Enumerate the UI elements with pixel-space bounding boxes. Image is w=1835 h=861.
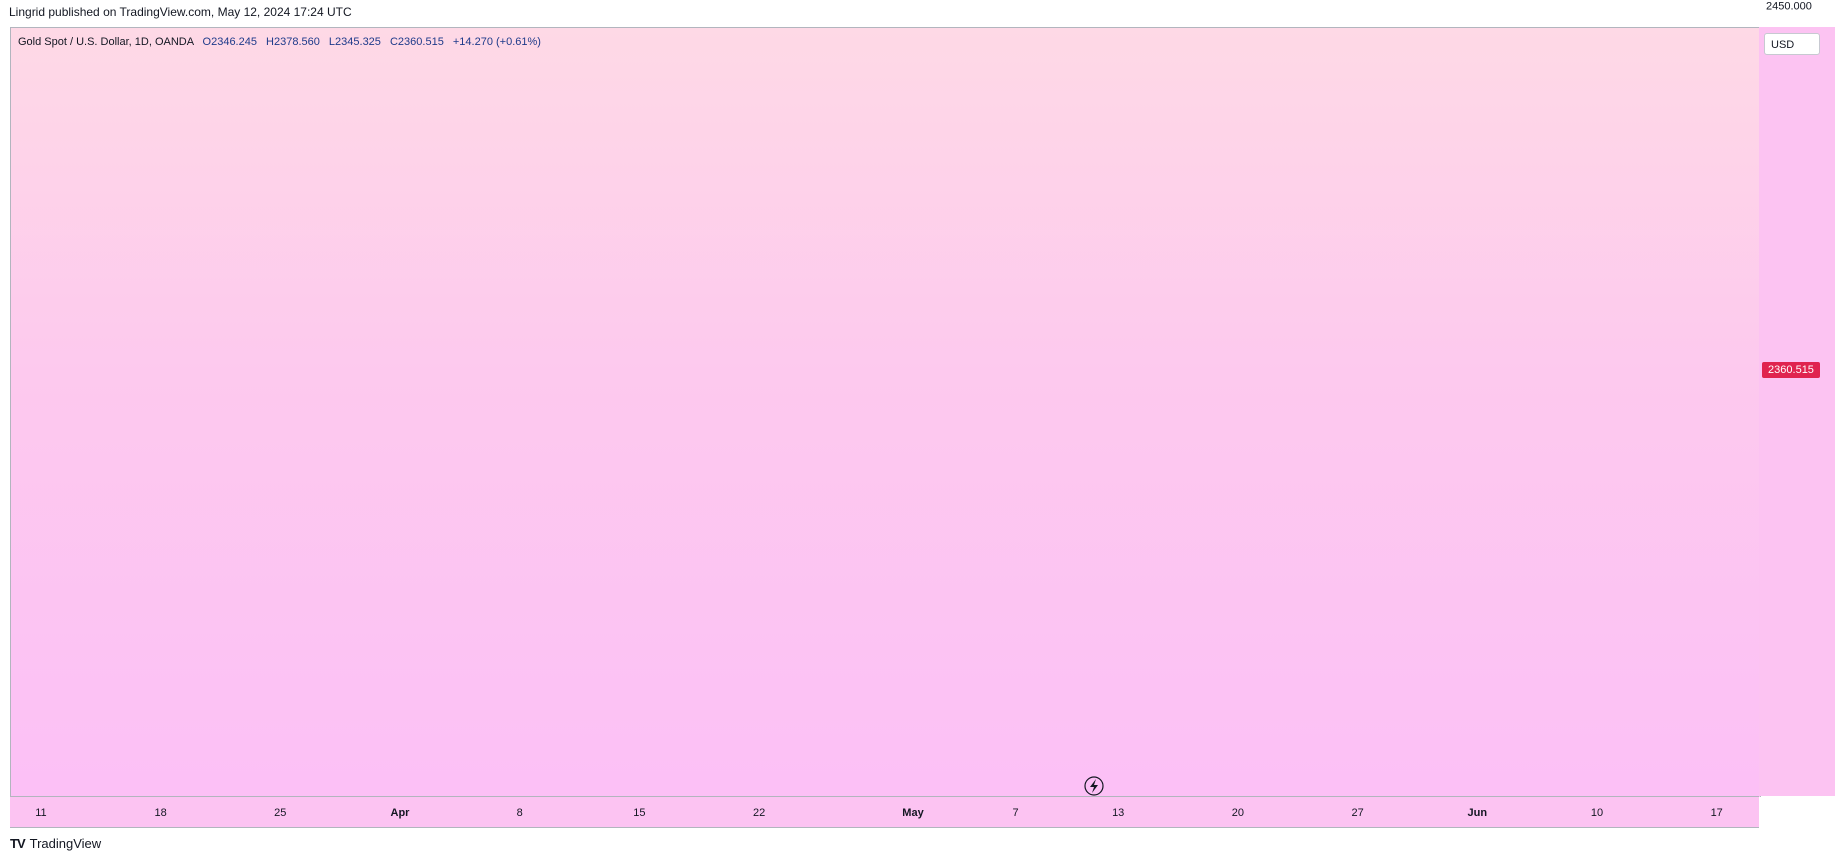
footer-brand: TradingView	[29, 836, 102, 851]
legend-low: L2345.325	[328, 36, 381, 48]
time-tick-label: 20	[1232, 807, 1244, 819]
symbol-legend: Gold Spot / U.S. Dollar, 1D, OANDA O2346…	[18, 36, 541, 48]
time-tick-label: 18	[154, 807, 166, 819]
price-axis[interactable]	[1759, 27, 1835, 796]
legend-change: +14.270 (+0.61%)	[452, 36, 541, 48]
time-tick-label: May	[902, 807, 924, 819]
symbol-name: Gold Spot / U.S. Dollar, 1D, OANDA	[18, 36, 194, 48]
time-tick-label: 25	[274, 807, 286, 819]
lightning-icon-glyph	[1090, 779, 1098, 793]
legend-close: C2360.515	[389, 36, 444, 48]
time-tick-label: 8	[517, 807, 523, 819]
time-tick-label: Apr	[391, 807, 411, 819]
time-tick-label: 10	[1591, 807, 1603, 819]
time-tick-label: 7	[1013, 807, 1019, 819]
time-tick-label: 11	[35, 807, 46, 819]
time-tick-label: Jun	[1468, 807, 1488, 819]
legend-open: O2346.245	[202, 36, 257, 48]
tradingview-logo-icon: TV	[10, 836, 26, 851]
publisher-info: Lingrid published on TradingView.com, Ma…	[9, 5, 352, 19]
time-tick-label: 17	[1711, 807, 1723, 819]
price-tick-label: 2450.000	[1766, 0, 1812, 12]
last-price-label: 2360.515	[1762, 362, 1820, 378]
legend-high: H2378.560	[266, 36, 320, 48]
time-axis[interactable]	[10, 796, 1759, 828]
lightning-icon	[1084, 776, 1104, 796]
time-tick-label: 27	[1351, 807, 1363, 819]
currency-selector[interactable]: USD	[1764, 33, 1820, 55]
time-tick-label: 13	[1112, 807, 1124, 819]
footer: TV TradingView	[10, 836, 101, 851]
time-tick-label: 15	[633, 807, 645, 819]
time-tick-label: 22	[753, 807, 765, 819]
